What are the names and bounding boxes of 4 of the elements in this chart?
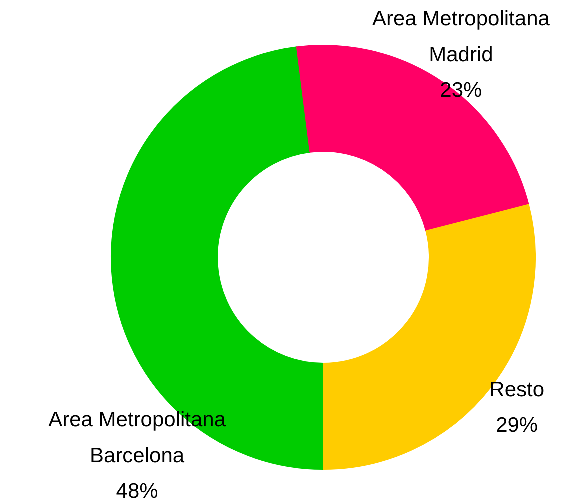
data-label: 29%	[496, 414, 538, 437]
data-label: 48%	[116, 480, 158, 503]
slice-label: Area Metropolitana Madrid	[372, 8, 550, 66]
slice-label: Resto	[490, 378, 545, 402]
